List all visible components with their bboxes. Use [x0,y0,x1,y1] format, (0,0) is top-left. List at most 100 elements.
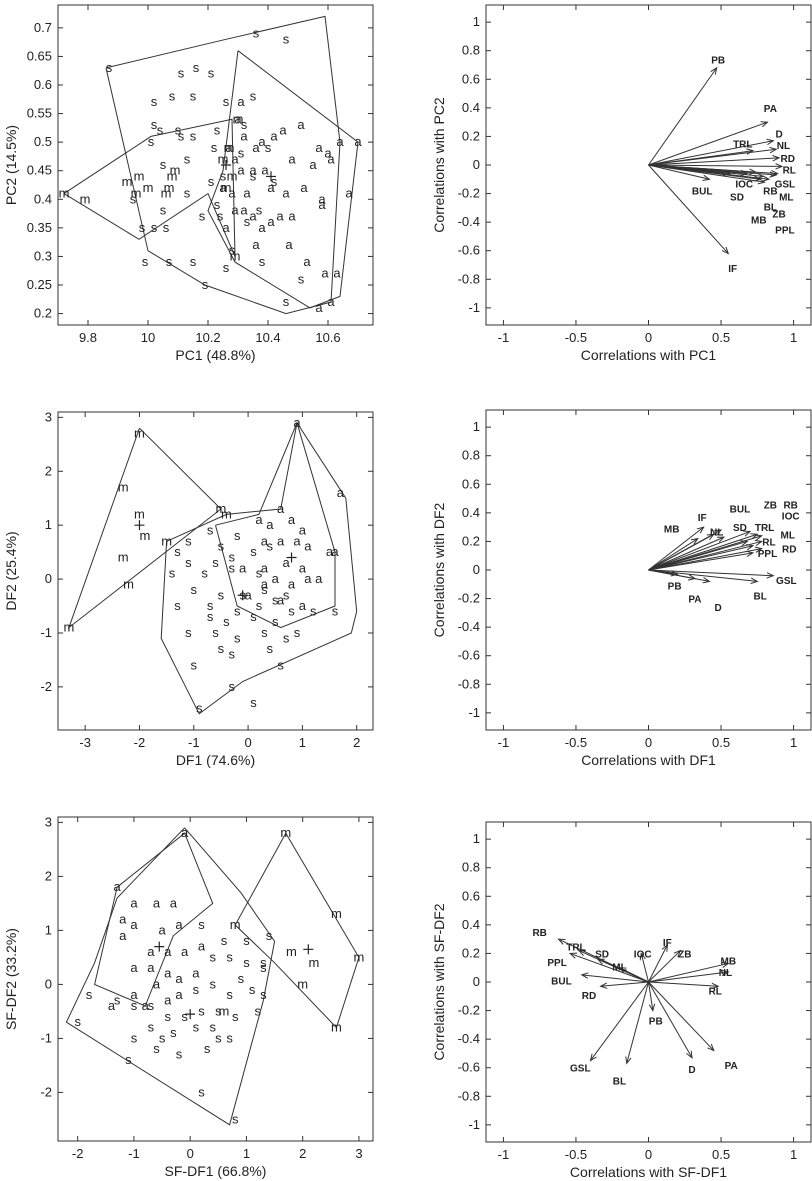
data-point-s: s [139,220,146,235]
data-point-a: a [175,987,183,1002]
data-point-a: a [315,300,323,315]
data-point-m: m [143,180,154,195]
data-point-a: a [153,976,161,991]
data-point-m: m [63,620,74,635]
data-point-s: s [267,641,274,656]
y-axis-title: Correlations with PC2 [431,97,447,233]
data-point-s: s [169,88,176,103]
loading-vector-label: BL [613,1077,626,1088]
data-point-s: s [234,528,241,543]
data-point-a: a [222,220,230,235]
loading-vector-label: PPL [547,958,566,969]
loading-vector-label: RD [781,154,795,165]
x-tick-label: 9.8 [79,330,97,345]
loading-vector [649,165,729,254]
data-point-a: a [300,180,308,195]
data-point-s: s [283,31,290,46]
data-point-s: s [198,1003,205,1018]
y-tick-label: 0.3 [34,248,52,263]
loading-vector-label: RB [532,928,546,939]
y-tick-label: 0.2 [462,945,480,960]
y-tick-label: 2 [45,463,52,478]
data-point-a: a [147,944,155,959]
data-point-a: a [175,971,183,986]
loading-vector-label: NL [719,968,732,979]
data-point-s: s [131,998,138,1013]
data-point-s: s [157,123,164,138]
loading-vector-label: RL [762,537,775,548]
loading-vector [649,531,751,570]
loading-vector-label: SD [733,523,747,534]
loading-vector-label: ZB [764,500,777,511]
data-point-s: s [226,987,233,1002]
y-tick-label: 0.2 [462,533,480,548]
y-tick-label: 0.45 [27,163,52,178]
data-point-a: a [315,571,323,586]
y-tick-label: 1 [473,419,480,434]
loading-vector-label: PB [649,1017,663,1028]
data-point-a: a [130,960,138,975]
data-point-a: a [288,576,296,591]
group-centroid [154,942,164,952]
x-tick-label: 0 [645,735,652,750]
data-point-s: s [214,123,221,138]
data-point-s: s [148,134,155,149]
data-point-m: m [131,186,142,201]
data-point-m: m [80,191,91,206]
loading-vector-label: GSL [570,1064,591,1075]
data-point-s: s [283,294,290,309]
data-point-s: s [114,993,121,1008]
data-point-s: s [125,1052,132,1067]
data-point-s: s [185,533,192,548]
x-tick-label: 0.5 [712,735,730,750]
x-axis-title: SF-DF1 (66.8%) [165,1163,267,1179]
x-axis-title: Correlations with PC1 [581,347,717,363]
loading-vector-label: BUL [730,505,751,516]
data-point-s: s [223,614,230,629]
data-point-s: s [74,1014,81,1029]
data-point-s: s [193,60,200,75]
y-axis-title: DF2 (25.4%) [3,531,19,610]
loading-vector-label: TRL [566,942,585,953]
x-tick-label: -1 [498,330,510,345]
data-point-s: s [184,186,191,201]
data-point-a: a [252,140,260,155]
data-point-m: m [331,1020,342,1035]
panel-dfa-loadings: -1 -0.5 0 0.5 1-1-0.8-0.6-0.4-0.200.20.40.60… [431,410,811,768]
x-tick-label: 10 [141,330,155,345]
data-point-a: a [147,960,155,975]
y-tick-label: 0.7 [34,20,52,35]
x-tick-label: -1 [128,1146,140,1161]
loading-vector-label: ML [779,192,793,203]
data-point-a: a [181,825,189,840]
loading-vector-label: GSL [775,180,796,191]
data-point-a: a [261,576,269,591]
y-tick-label: 0.8 [462,860,480,875]
data-point-s: s [163,220,170,235]
y-tick-label: 0 [45,571,52,586]
x-tick-label: 0 [645,1147,652,1162]
data-point-s: s [260,955,267,970]
data-point-s: s [131,1030,138,1045]
loading-vector [649,972,729,982]
data-point-a: a [164,944,172,959]
data-point-s: s [229,647,236,662]
y-tick-label: -0.4 [458,619,480,634]
data-point-s: s [201,566,208,581]
loading-vector-label: RD [782,545,796,556]
data-point-a: a [327,151,335,166]
x-tick-label: 2 [353,735,360,750]
data-point-s: s [266,928,273,943]
loading-vector-label: PPL [775,225,794,236]
data-point-s: s [243,933,250,948]
data-point-a: a [231,203,239,218]
loading-vector-label: RB [783,500,797,511]
y-tick-label: 3 [45,409,52,424]
x-tick-label: 1 [243,1146,250,1161]
data-point-s: s [174,544,181,559]
y-tick-label: 0.4 [462,100,480,115]
x-tick-label: -1 [498,735,510,750]
y-tick-label: -2 [40,1084,52,1099]
loading-vector-label: ZB [678,949,691,960]
data-point-s: s [202,277,209,292]
